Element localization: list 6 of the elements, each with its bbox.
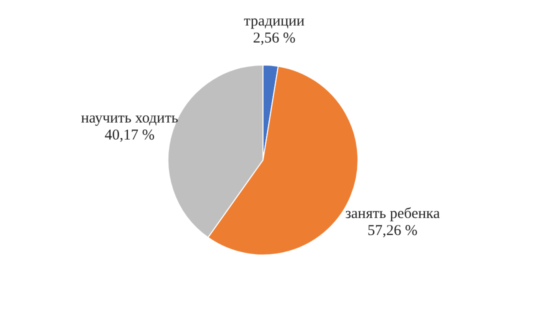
slice-label: занять ребенка — [345, 206, 440, 222]
data-label: 40,17 % — [104, 127, 155, 144]
data-label: 2,56 % — [253, 30, 296, 46]
slice-label: традиции — [244, 13, 305, 30]
slice-label: научить ходить — [81, 110, 178, 126]
data-label: 57,26 % — [368, 223, 418, 240]
